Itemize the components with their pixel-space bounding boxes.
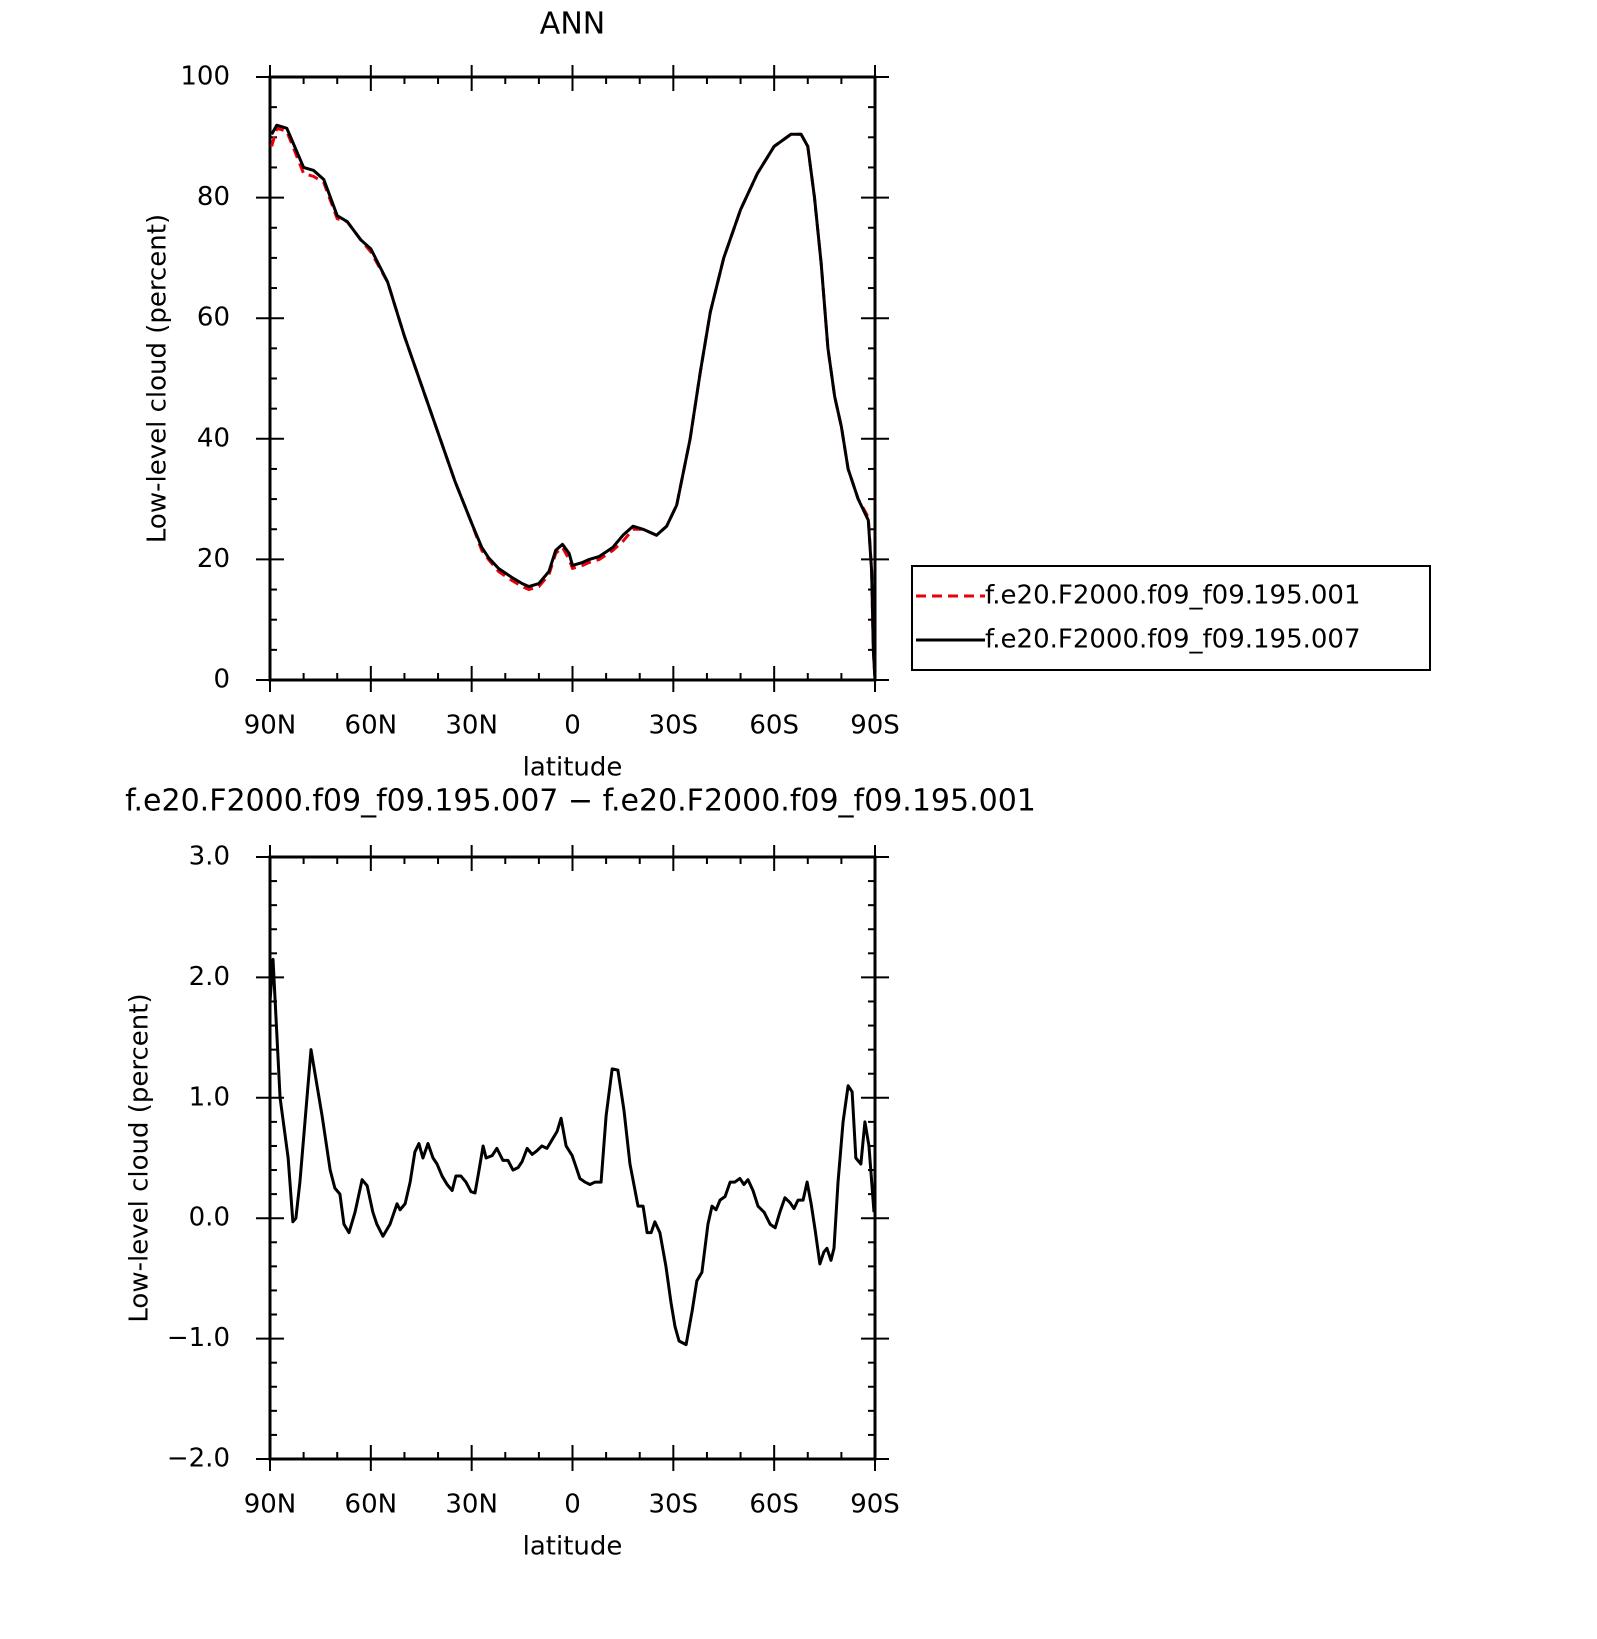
y-tick-label: 100	[180, 62, 230, 92]
y-tick-label: 3.0	[189, 842, 230, 872]
y-tick-label: 2.0	[189, 962, 230, 992]
series-line	[270, 123, 877, 681]
series-line	[268, 957, 876, 1347]
x-tick-label: 0	[564, 1490, 581, 1520]
y-axis-label: Low-level cloud (percent)	[143, 214, 173, 543]
x-tick-label: 60S	[749, 711, 799, 741]
y-tick-label: 1.0	[189, 1082, 230, 1112]
y-tick-label: 0.0	[189, 1203, 230, 1233]
legend-label: f.e20.F2000.f09_f09.195.001	[985, 581, 1361, 611]
y-tick-label: 0	[213, 665, 230, 695]
x-tick-label: 30N	[445, 711, 498, 741]
legend-box	[911, 565, 1431, 671]
y-tick-label: −2.0	[167, 1444, 230, 1474]
plot-frame	[268, 75, 877, 682]
x-tick-label: 90S	[850, 1490, 900, 1520]
x-tick-label: 30N	[445, 1490, 498, 1520]
x-tick-label: 60N	[345, 711, 398, 741]
x-tick-label: 0	[564, 711, 581, 741]
x-tick-label: 90S	[850, 711, 900, 741]
y-tick-label: 20	[197, 544, 230, 574]
y-tick-label: 80	[197, 182, 230, 212]
x-tick-label: 90N	[244, 1490, 297, 1520]
x-axis-label: latitude	[523, 753, 623, 783]
x-tick-label: 60N	[345, 1490, 398, 1520]
y-tick-label: −1.0	[167, 1323, 230, 1353]
x-tick-label: 30S	[649, 1490, 699, 1520]
series-line	[270, 126, 877, 681]
x-axis-label: latitude	[523, 1532, 623, 1562]
legend-label: f.e20.F2000.f09_f09.195.007	[985, 625, 1361, 655]
y-tick-label: 60	[197, 303, 230, 333]
chart-title: f.e20.F2000.f09_f09.195.007 − f.e20.F200…	[125, 784, 1036, 819]
x-tick-label: 60S	[749, 1490, 799, 1520]
y-axis-label: Low-level cloud (percent)	[125, 993, 155, 1322]
plot-frame	[268, 855, 877, 1461]
x-tick-label: 90N	[244, 711, 297, 741]
chart-title: ANN	[540, 7, 605, 42]
x-tick-label: 30S	[649, 711, 699, 741]
y-tick-label: 40	[197, 423, 230, 453]
